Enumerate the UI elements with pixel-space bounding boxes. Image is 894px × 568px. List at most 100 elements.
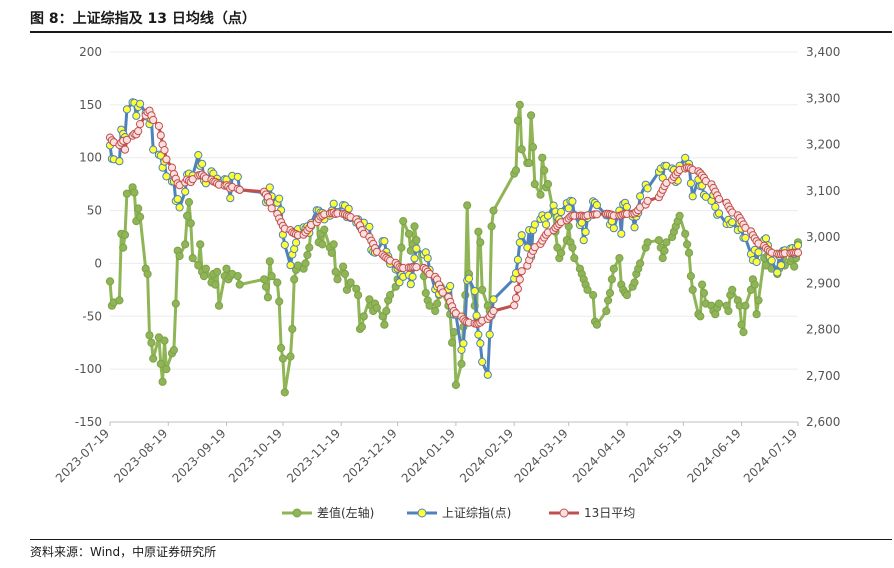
data-point: [485, 330, 494, 339]
data-point: [568, 197, 577, 206]
data-point: [489, 306, 498, 316]
data-point: [431, 306, 440, 316]
data-point: [162, 172, 171, 181]
data-point: [754, 248, 763, 257]
data-point: [739, 328, 748, 337]
x-axis-tick-label: 2023-07-19: [53, 426, 112, 485]
series-3: [105, 106, 803, 328]
left-axis-tick-label: -100: [75, 362, 102, 376]
right-axis: 2,600 2,700 2,800 2,900 3,000 3,100 3,200 3,300…: [806, 45, 840, 429]
right-axis-tick-label: 3,000: [806, 230, 840, 244]
data-point: [528, 143, 538, 152]
series-layer: [105, 98, 803, 397]
data-point: [636, 192, 645, 201]
data-point: [380, 237, 389, 246]
data-point: [476, 238, 485, 247]
data-point: [605, 288, 615, 298]
data-point: [583, 285, 592, 294]
data-point: [412, 236, 421, 245]
right-axis-tick-label: 3,100: [806, 184, 840, 198]
data-point: [489, 206, 498, 215]
data-point: [406, 280, 415, 289]
data-point: [543, 180, 553, 189]
data-point: [683, 240, 692, 249]
data-point: [487, 222, 496, 231]
series-line: [108, 103, 800, 394]
data-point: [474, 227, 483, 236]
data-point: [235, 185, 244, 194]
data-point: [199, 272, 209, 281]
data-point: [181, 187, 190, 196]
data-point: [329, 240, 338, 249]
footer-rule: [30, 539, 892, 540]
data-point: [643, 238, 652, 247]
data-point: [777, 261, 786, 270]
data-point: [543, 211, 553, 220]
data-point: [527, 111, 536, 120]
data-point: [130, 188, 139, 197]
data-point: [741, 223, 750, 232]
data-point: [750, 280, 759, 289]
data-point: [630, 278, 639, 287]
data-point: [382, 306, 391, 316]
right-axis-tick-label: 3,400: [806, 45, 840, 59]
data-point: [354, 291, 363, 300]
source-note: 资料来源：Wind，中原证券研究所: [30, 545, 217, 559]
x-axis-tick-label: 2024-07-19: [741, 426, 800, 485]
data-point: [643, 184, 652, 193]
data-point: [188, 175, 197, 184]
data-point: [115, 296, 124, 305]
data-point: [160, 146, 169, 155]
legend-label: 上证综指(点): [442, 505, 511, 520]
data-point: [478, 357, 487, 366]
left-axis: -150 -100 -50 0 50 100 150 200: [75, 45, 102, 429]
x-axis-tick-label: 2024-03-19: [512, 426, 571, 485]
title-rule: [30, 31, 892, 33]
data-point: [143, 269, 152, 279]
data-point: [183, 211, 192, 220]
data-point: [438, 288, 447, 297]
data-point: [622, 202, 632, 211]
data-point: [286, 352, 295, 361]
data-point: [196, 240, 205, 249]
data-point: [472, 311, 481, 320]
data-point: [615, 254, 624, 263]
data-point: [303, 250, 312, 260]
data-point: [530, 220, 539, 229]
data-point: [714, 209, 724, 218]
left-axis-tick-label: 0: [94, 256, 102, 270]
data-point: [511, 294, 521, 303]
data-point: [724, 306, 733, 316]
data-point: [261, 282, 271, 291]
data-point: [483, 370, 492, 379]
data-point: [463, 201, 472, 210]
data-point: [211, 280, 220, 289]
data-point: [643, 196, 652, 205]
data-point: [688, 192, 697, 201]
data-point: [793, 248, 803, 257]
right-axis-tick-label: 2,800: [806, 323, 840, 337]
data-point: [277, 343, 286, 353]
left-axis-tick-label: -150: [75, 415, 102, 429]
right-axis-tick-label: 2,600: [806, 415, 840, 429]
data-point: [421, 288, 430, 298]
data-point: [728, 218, 737, 227]
data-point: [145, 331, 154, 340]
data-point: [115, 157, 124, 166]
data-point: [132, 111, 141, 120]
data-point: [233, 272, 242, 281]
data-point: [288, 324, 297, 334]
data-point: [122, 189, 132, 198]
data-point: [120, 230, 130, 239]
data-point: [290, 275, 299, 284]
data-point: [686, 272, 696, 281]
data-point: [397, 243, 406, 252]
legend-label: 差值(左轴): [317, 505, 374, 520]
data-point: [592, 210, 602, 219]
data-point: [380, 320, 389, 329]
data-point: [267, 272, 276, 281]
data-point: [474, 330, 483, 339]
data-point: [410, 254, 419, 263]
data-point: [658, 254, 667, 263]
